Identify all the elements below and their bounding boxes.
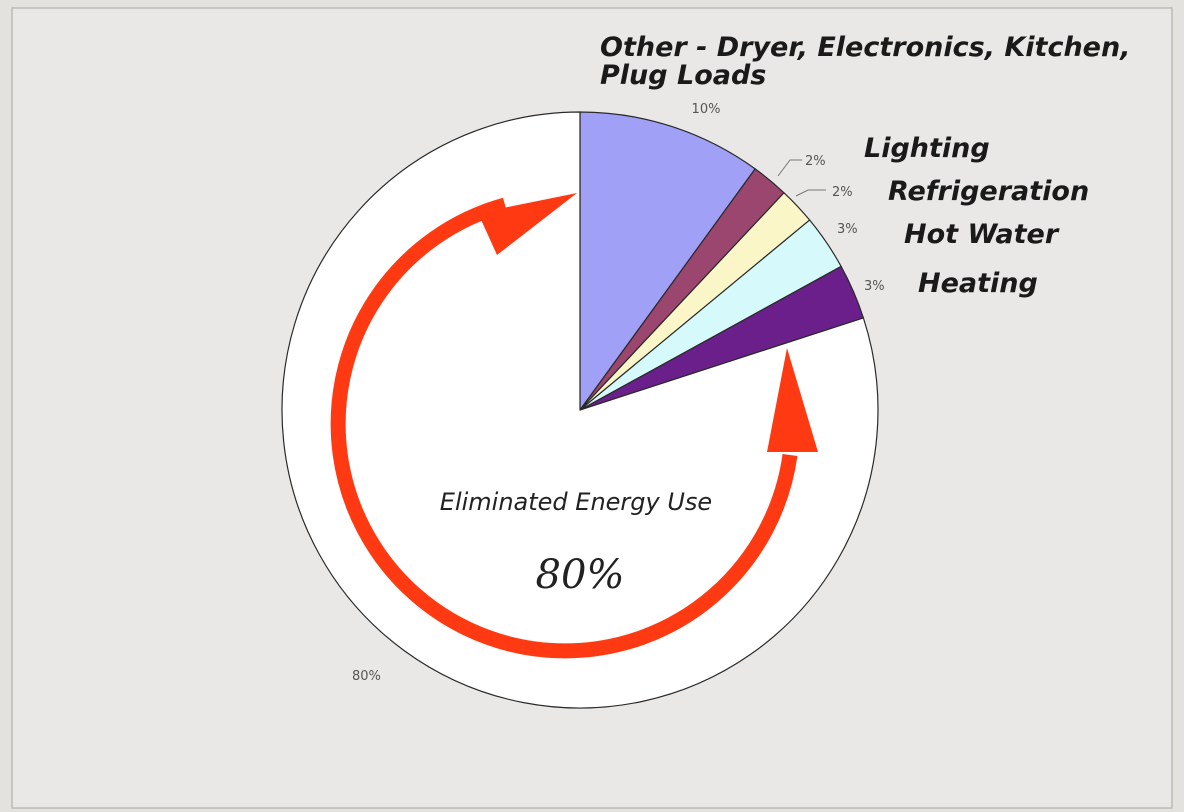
data-label-other-dryer-electronics-kitchen-plug-loads: 10% bbox=[692, 102, 721, 117]
slice-labels: 10% Other - Dryer, Electronics, Kitchen, P… bbox=[352, 32, 1130, 684]
slice-label-other-dryer-electronics-kitchen-plug-loads: Other - Dryer, Electronics, Kitchen, Plug… bbox=[600, 32, 1130, 91]
arrow-head-top-icon bbox=[478, 193, 577, 255]
slice-label-refrigeration: Refrigeration bbox=[888, 176, 1089, 207]
cycle-arrow bbox=[330, 193, 818, 659]
cycle-arrow-icon bbox=[330, 197, 798, 659]
data-label-refrigeration: 2% bbox=[832, 185, 853, 200]
leader-lines bbox=[777, 159, 826, 197]
arrow-head-right-icon bbox=[767, 348, 818, 452]
data-label-heating: 3% bbox=[864, 279, 885, 294]
slice-label-heating: Heating bbox=[918, 268, 1038, 299]
center-value: 80% bbox=[536, 552, 625, 598]
leader-line-refrigeration bbox=[795, 189, 826, 197]
data-label-lighting: 2% bbox=[805, 154, 826, 169]
data-label-hot-water: 3% bbox=[837, 222, 858, 237]
center-caption: Eliminated Energy Use bbox=[440, 488, 712, 516]
pie-slice-other-dryer-electronics-kitchen-plug-loads bbox=[579, 111, 756, 411]
slice-label-hot-water: Hot Water bbox=[904, 219, 1060, 250]
pie-slices bbox=[281, 111, 879, 709]
slice-label-lighting: Lighting bbox=[864, 133, 990, 164]
pie-slice-eliminated-energy-use bbox=[281, 111, 879, 709]
data-label-eliminated-energy-use: 80% bbox=[352, 669, 381, 684]
leader-line-lighting bbox=[777, 159, 802, 177]
